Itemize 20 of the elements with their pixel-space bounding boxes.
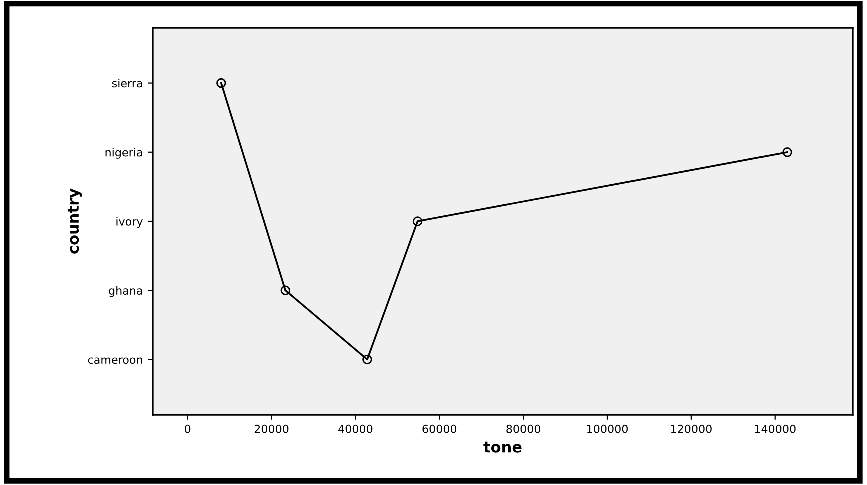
y-tick-label: ivory [116, 217, 143, 228]
x-tick-label: 60000 [422, 424, 457, 434]
y-axis-title: country [68, 188, 82, 254]
y-tick-label: nigeria [106, 148, 142, 159]
y-tick-label: sierra [112, 79, 142, 88]
point [782, 148, 792, 158]
point [216, 78, 226, 88]
x-tick-label: 40000 [338, 424, 373, 434]
point [412, 216, 423, 226]
x-tick-label: 20000 [254, 424, 289, 434]
x-tick-label: 80000 [506, 424, 540, 434]
point [362, 354, 372, 365]
x-tick-label: 120000 [671, 424, 712, 434]
x-tick-label: 0 [185, 424, 191, 434]
x-tick-label: 100000 [588, 424, 628, 434]
y-tick-label: cameroon [88, 358, 142, 364]
y-tick-label: ghana [109, 286, 142, 298]
point [280, 286, 290, 296]
x-tick-label: 140000 [755, 424, 796, 434]
x-axis-title: tone [484, 442, 522, 453]
